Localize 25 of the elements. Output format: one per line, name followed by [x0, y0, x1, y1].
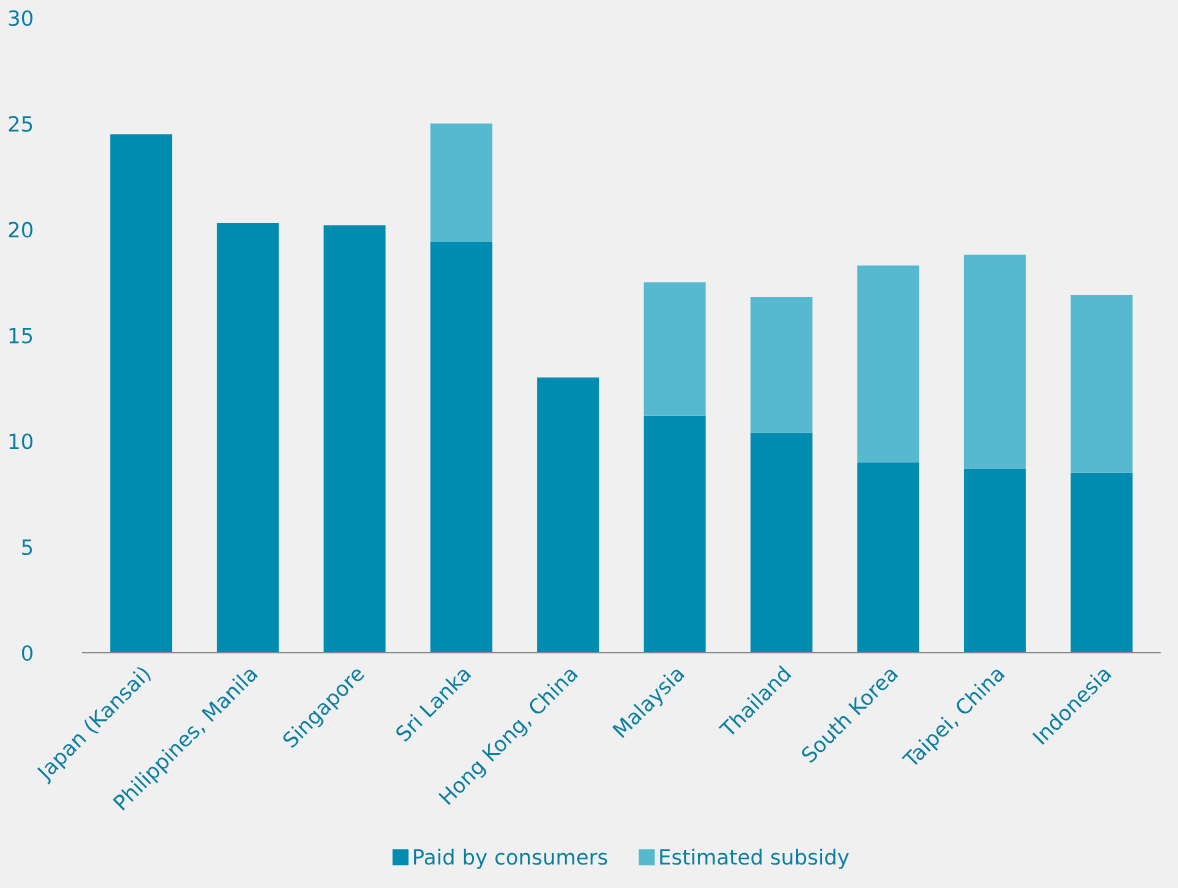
y-tick-label: 10 [9, 433, 33, 450]
bar [430, 242, 493, 653]
bar [750, 297, 813, 433]
bar [643, 415, 706, 653]
bar [323, 225, 386, 653]
bar [1070, 295, 1133, 473]
y-tick-label: 0 [21, 645, 33, 661]
bar [857, 265, 920, 463]
bar [963, 468, 1026, 653]
bar [537, 377, 599, 653]
y-tick-label: 5 [22, 539, 33, 556]
bar [430, 123, 493, 243]
y-tick-label: 30 [8, 10, 33, 26]
bar [963, 254, 1026, 469]
bar [643, 282, 706, 416]
legend-label: Paid by consumers [414, 848, 608, 869]
legend-label: Estimated subsidy [660, 848, 849, 869]
bar [216, 223, 279, 653]
bar [857, 462, 920, 653]
y-tick-label: 25 [8, 116, 33, 132]
bar [1070, 472, 1133, 653]
bar [750, 432, 813, 653]
bar [110, 134, 173, 653]
y-tick-label: 15 [9, 327, 33, 344]
y-tick-label: 20 [8, 221, 33, 238]
